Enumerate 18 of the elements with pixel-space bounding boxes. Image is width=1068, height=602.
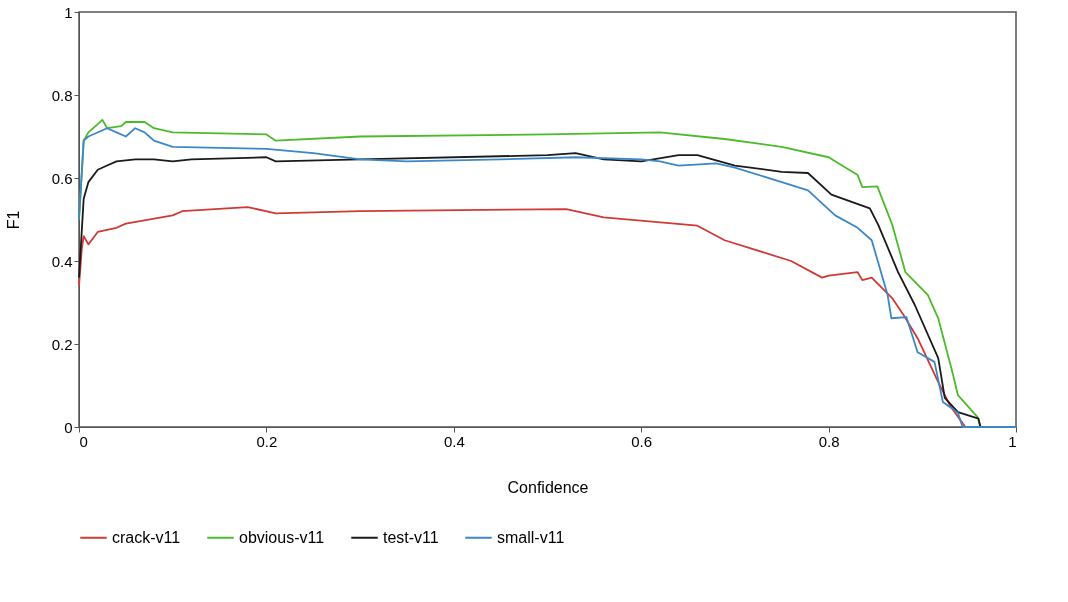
x-axis-title: Confidence <box>507 478 589 496</box>
x-tick-label: 0.4 <box>443 432 465 450</box>
y-tick-label: 0.6 <box>51 169 73 187</box>
legend-label: test-v11 <box>383 528 439 546</box>
x-tick-label: 0.2 <box>256 432 278 450</box>
y-tick-label: 0.8 <box>51 86 73 104</box>
x-tick-label: 0.8 <box>818 432 840 450</box>
x-tick-label: 0.6 <box>631 432 653 450</box>
legend-label: crack-v11 <box>112 528 181 546</box>
y-axis-title: F1 <box>4 210 22 230</box>
x-tick-label: 1 <box>1008 432 1017 450</box>
y-tick-label: 0.4 <box>51 252 73 270</box>
y-tick-label: 1 <box>64 3 73 21</box>
legend-label: small-v11 <box>497 528 565 546</box>
x-tick-label: 0 <box>79 432 88 450</box>
legend-label: obvious-v11 <box>239 528 325 546</box>
y-tick-label: 0 <box>64 418 73 436</box>
y-tick-label: 0.2 <box>51 335 73 353</box>
